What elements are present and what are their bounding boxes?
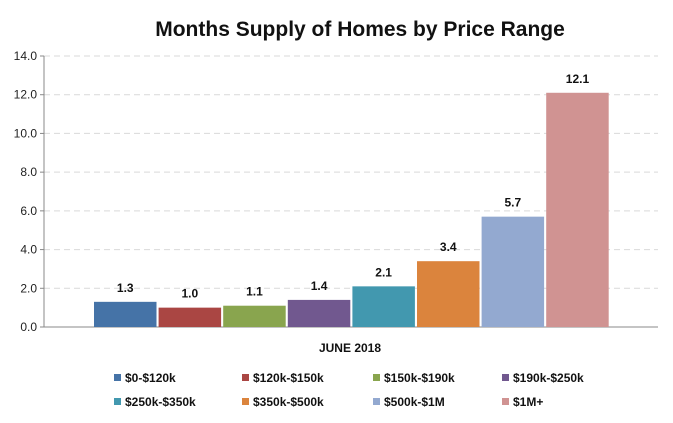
legend-swatch	[373, 398, 380, 405]
legend-swatch	[114, 374, 121, 381]
legend-label: $500k-$1M	[384, 395, 445, 409]
legend-swatch	[242, 398, 249, 405]
data-label: 2.1	[375, 265, 392, 279]
legend-swatch	[502, 374, 509, 381]
legend-label: $120k-$150k	[253, 371, 324, 385]
data-label: 3.4	[440, 240, 457, 254]
legend-swatch	[242, 374, 249, 381]
y-tick-label: 6.0	[20, 204, 37, 218]
bar	[481, 216, 545, 327]
y-axis: 0.0 2.0 4.0 6.0 8.0 10.0 12.0 14.0	[14, 49, 658, 334]
data-label: 12.1	[566, 72, 590, 86]
legend-swatch	[502, 398, 509, 405]
y-tick-label: 12.0	[14, 88, 38, 102]
data-label: 5.7	[505, 196, 522, 210]
bar	[287, 299, 351, 327]
data-label: 1.3	[117, 281, 134, 295]
y-tick-label: 10.0	[14, 126, 38, 140]
bar	[94, 301, 157, 327]
legend-label: $350k-$500k	[253, 395, 324, 409]
legend-label: $190k-$250k	[513, 371, 584, 385]
legend: $0-$120k $120k-$150k $150k-$190k $190k-$250…	[114, 371, 584, 409]
bar	[352, 286, 415, 327]
chart-title: Months Supply of Homes by Price Range	[155, 18, 565, 41]
bar	[223, 305, 286, 327]
legend-label: $1M+	[513, 395, 543, 409]
data-label: 1.0	[182, 287, 199, 301]
legend-label: $250k-$350k	[125, 395, 196, 409]
data-labels: 1.3 1.0 1.1 1.4 2.1 3.4 5.7 12.1	[117, 72, 590, 301]
bars	[94, 92, 609, 328]
data-label: 1.4	[311, 279, 328, 293]
y-tick-label: 4.0	[20, 243, 37, 257]
bar	[417, 261, 480, 327]
y-tick-label: 8.0	[20, 165, 37, 179]
legend-swatch	[373, 374, 380, 381]
y-tick-label: 14.0	[14, 49, 38, 63]
y-tick-label: 0.0	[20, 320, 37, 334]
bar	[546, 92, 609, 328]
legend-label: $0-$120k	[125, 371, 176, 385]
data-label: 1.1	[246, 285, 263, 299]
x-category-label: JUNE 2018	[319, 341, 381, 355]
y-tick-label: 2.0	[20, 281, 37, 295]
legend-swatch	[114, 398, 121, 405]
bar	[158, 307, 222, 327]
legend-label: $150k-$190k	[384, 371, 455, 385]
